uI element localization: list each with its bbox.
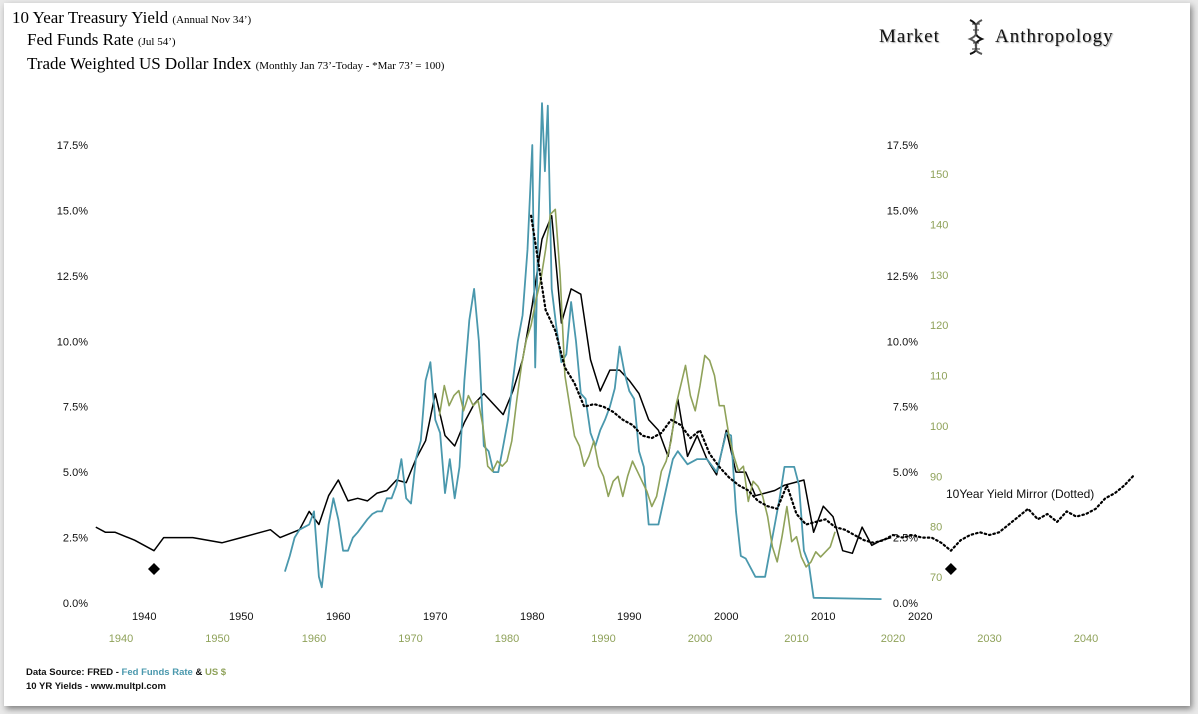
- usd-source-label: US $: [204, 667, 227, 678]
- x-bottom-tick-label: 2010: [784, 633, 808, 645]
- x-top-tick-label: 1980: [520, 611, 544, 623]
- y-right-tick-label: 17.5%: [887, 140, 918, 152]
- y-dollar-tick-label: 130: [930, 270, 948, 282]
- ampersand: &: [195, 667, 203, 678]
- y-left-tick-label: 2.5%: [63, 533, 88, 545]
- dollar-index-line: [438, 208, 836, 568]
- x-bottom-tick-label: 1980: [495, 633, 519, 645]
- x-bottom-tick-label: 2020: [881, 633, 905, 645]
- y-left-tick-label: 17.5%: [57, 140, 88, 152]
- y-dollar-tick-label: 120: [930, 320, 948, 332]
- x-top-tick-label: 2000: [714, 611, 738, 623]
- x-top-tick-label: 1950: [229, 611, 253, 623]
- fed-funds-line: [284, 102, 882, 600]
- x-bottom-tick-label: 2040: [1074, 633, 1098, 645]
- chart-svg: 0.0% 2.5% 5.0% 7.5% 10.0% 12.5% 15.0% 17.5% 0.0%…: [57, 102, 1136, 645]
- y-left-tick-label: 0.0%: [63, 598, 88, 610]
- markers-layer: 10Year Yield Mirror (Dotted): [148, 487, 1094, 575]
- y-left-tick-label: 12.5%: [57, 271, 88, 283]
- x-top-tick-label: 1940: [132, 611, 156, 623]
- brand-word-right: Anthropology: [995, 26, 1114, 47]
- x-top-tick-label: 2010: [811, 611, 835, 623]
- chart-frame: 10 Year Treasury Yield (Annual Nov 34’) …: [4, 3, 1190, 706]
- yields-source-line: 10 YR Yields - www.multpl.com: [26, 681, 166, 692]
- axes-layer: 0.0% 2.5% 5.0% 7.5% 10.0% 12.5% 15.0% 17.5% 0.0%…: [57, 140, 1098, 645]
- x-top-tick-label: 2020: [908, 611, 932, 623]
- treasury-title-note: (Annual Nov 34’): [172, 14, 252, 26]
- y-right-tick-label: 7.5%: [893, 402, 918, 414]
- y-left-tick-label: 15.0%: [57, 205, 88, 217]
- fed-title-note: (Jul 54’): [137, 36, 176, 48]
- fed-title-main: Fed Funds Rate: [27, 30, 134, 49]
- y-right-tick-label: 0.0%: [893, 598, 918, 610]
- x-bottom-tick-label: 1950: [205, 633, 229, 645]
- y-dollar-tick-label: 110: [930, 371, 948, 383]
- x-top-tick-label: 1960: [326, 611, 350, 623]
- y-dollar-tick-label: 100: [930, 421, 948, 433]
- treasury-yield-line: [95, 214, 892, 555]
- x-bottom-tick-label: 1960: [302, 633, 326, 645]
- dna-icon: [967, 19, 985, 55]
- treasury-title: 10 Year Treasury Yield (Annual Nov 34’): [12, 8, 251, 28]
- dollar-title-main: Trade Weighted US Dollar Index: [27, 54, 252, 73]
- y-left-tick-label: 5.0%: [63, 467, 88, 479]
- y-left-tick-label: 10.0%: [57, 336, 88, 348]
- y-dollar-tick-label: 80: [930, 522, 942, 534]
- y-dollar-tick-label: 90: [930, 471, 942, 483]
- x-bottom-tick-label: 1940: [109, 633, 133, 645]
- x-bottom-tick-label: 2030: [977, 633, 1001, 645]
- brand-logo: Market Anthropology: [879, 19, 1159, 55]
- x-bottom-tick-label: 1970: [398, 633, 422, 645]
- dollar-title-note: (Monthly Jan 73’-Today - *Mar 73’ = 100): [255, 60, 445, 72]
- fed-title: Fed Funds Rate (Jul 54’): [27, 30, 176, 50]
- y-right-tick-label: 10.0%: [887, 336, 918, 348]
- yield-mirror-annotation: 10Year Yield Mirror (Dotted): [946, 487, 1094, 501]
- y-left-tick-label: 7.5%: [63, 402, 88, 414]
- y-right-tick-label: 12.5%: [887, 271, 918, 283]
- brand-word-left: Market: [879, 26, 940, 47]
- x-top-tick-label: 1970: [423, 611, 447, 623]
- x-bottom-tick-label: 1990: [591, 633, 615, 645]
- y-dollar-tick-label: 70: [930, 572, 942, 584]
- yield-mirror-dotted-line: [529, 214, 1136, 552]
- source-label: Data Source: FRED -: [26, 667, 119, 678]
- x-top-tick-label: 1990: [617, 611, 641, 623]
- dollar-title: Trade Weighted US Dollar Index (Monthly …: [27, 54, 444, 74]
- y-right-tick-label: 15.0%: [887, 205, 918, 217]
- y-dollar-tick-label: 150: [930, 169, 948, 181]
- y-dollar-tick-label: 140: [930, 219, 948, 231]
- y-right-tick-label: 2.5%: [893, 533, 918, 545]
- diamond-marker: [944, 562, 957, 575]
- series-layer: [95, 102, 1136, 600]
- diamond-marker: [148, 562, 160, 575]
- fed-source-label: Fed Funds Rate: [121, 667, 193, 678]
- treasury-title-main: 10 Year Treasury Yield: [12, 8, 169, 27]
- x-bottom-tick-label: 2000: [688, 633, 712, 645]
- y-right-tick-label: 5.0%: [893, 467, 918, 479]
- data-source-line: Data Source: FRED - Fed Funds Rate & US …: [26, 667, 226, 678]
